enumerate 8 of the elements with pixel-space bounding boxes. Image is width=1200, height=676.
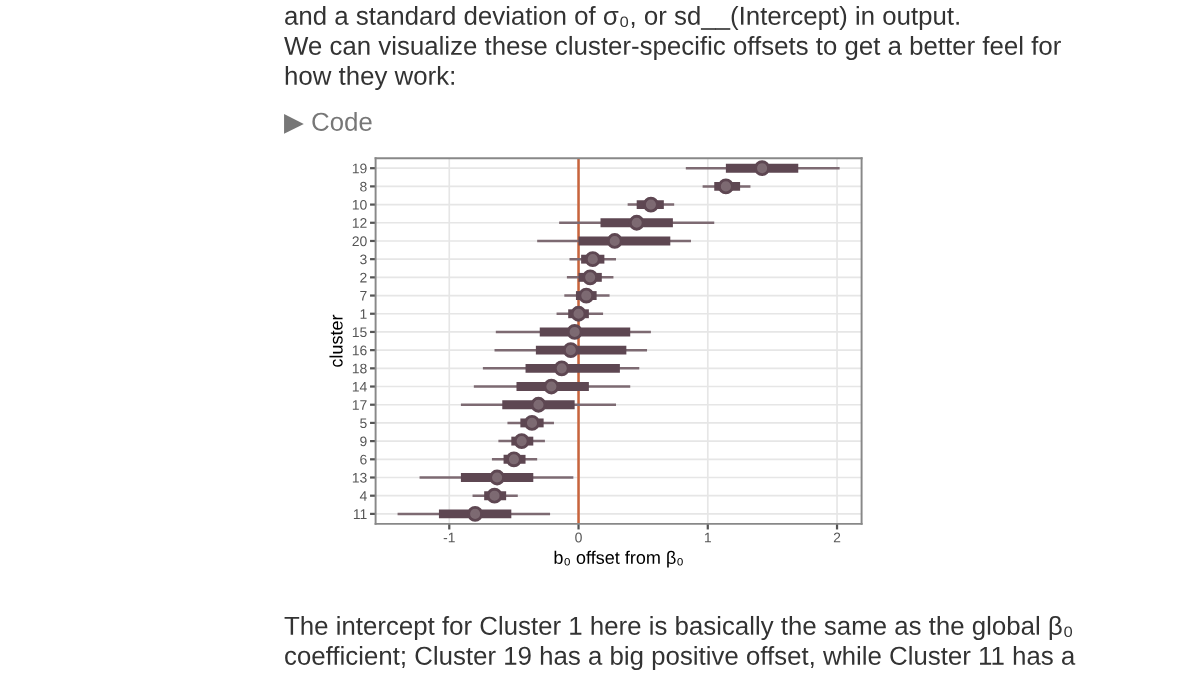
x-axis-title: b₀ offset from β₀ xyxy=(554,550,683,568)
text: how they work: xyxy=(285,65,454,91)
y-axis-title: cluster xyxy=(329,314,343,367)
text: We can visualize these cluster-specific offsets to get a better feel for xyxy=(284,35,1061,61)
text: coefficient; Cluster 19 has a big positive offset, while Cluster 11 has a xyxy=(285,645,1076,671)
text: The intercept for Cluster 1 here is basically the same as the global β₀ xyxy=(284,615,1073,641)
text: and a standard deviation of σ₀, or sd__(Intercept) in output. xyxy=(285,5,959,31)
text: ▶ Code xyxy=(284,111,372,134)
